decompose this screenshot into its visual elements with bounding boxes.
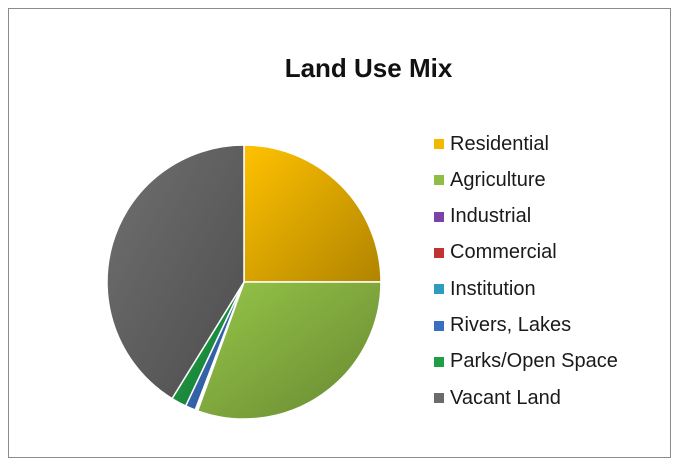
legend-item-commercial: Commercial (434, 240, 557, 266)
legend-item-institution: Institution (434, 276, 536, 302)
legend-item-agriculture: Agriculture (434, 167, 546, 193)
legend-label: Vacant Land (450, 386, 561, 409)
legend-swatch (434, 247, 444, 258)
legend-swatch (434, 393, 444, 404)
pie-slice-vacant-land (106, 144, 245, 400)
legend-swatch (434, 320, 444, 331)
legend-label: Residential (450, 132, 549, 155)
legend-label: Institution (450, 277, 536, 300)
legend-item-residential: Residential (434, 131, 549, 157)
pie-slice-agriculture (196, 281, 382, 420)
pie-chart (106, 144, 382, 420)
legend-swatch (434, 284, 444, 295)
legend-swatch (434, 211, 444, 222)
legend-swatch (434, 175, 444, 186)
legend-label: Commercial (450, 241, 557, 264)
legend-swatch (434, 139, 444, 149)
legend-swatch (434, 356, 444, 367)
chart-area: Land Use Mix Residential Agriculture Indus… (8, 8, 671, 458)
pie-slice-residential (243, 144, 382, 283)
chart-title: Land Use Mix (284, 53, 453, 83)
legend-item-rivers-lakes: Rivers, Lakes (434, 313, 571, 339)
legend-label: Agriculture (450, 168, 546, 191)
legend-item-industrial: Industrial (434, 204, 531, 230)
legend-item-vacant-land: Vacant Land (434, 385, 561, 411)
legend-label: Rivers, Lakes (450, 314, 572, 336)
legend-item-parks-open-space: Parks/Open Space (434, 349, 618, 375)
legend-label: Parks/Open Space (450, 350, 618, 373)
legend-label: Industrial (450, 205, 532, 228)
